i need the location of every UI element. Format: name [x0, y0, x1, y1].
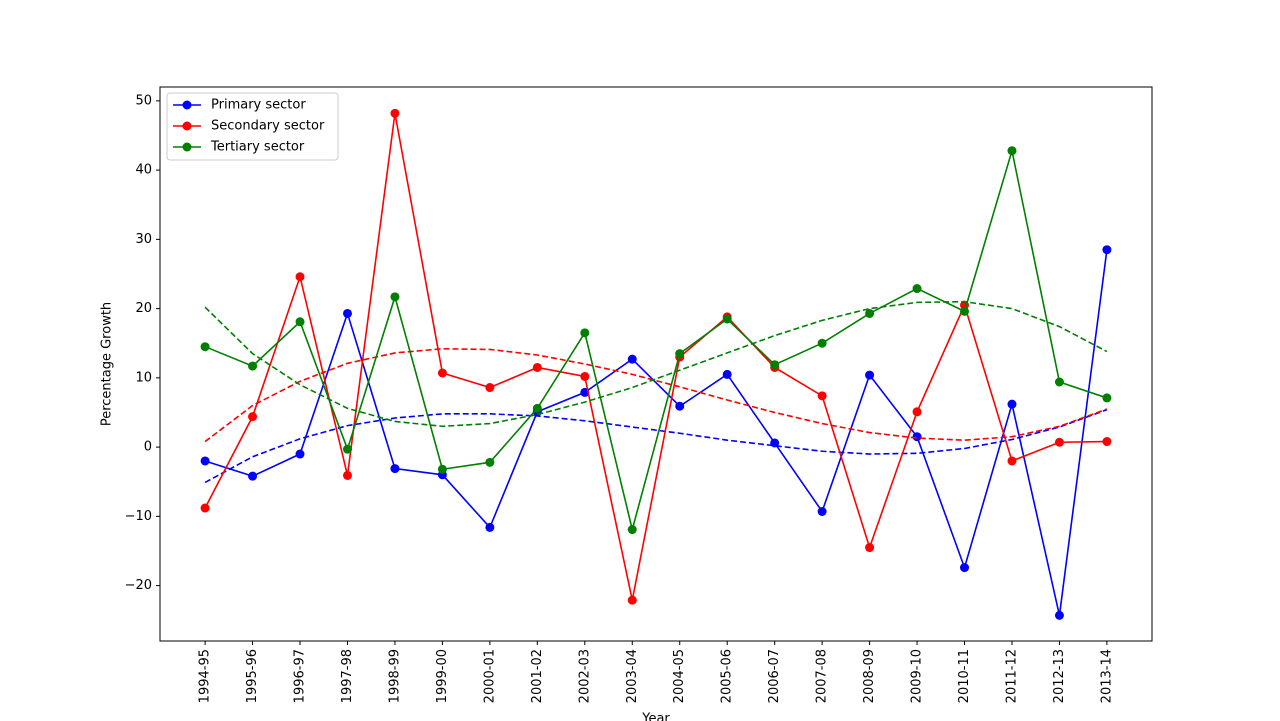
point [817, 338, 827, 348]
legend-label: Secondary sector [211, 119, 325, 134]
x-tick-label: 2008-09 [862, 649, 877, 703]
point [960, 563, 970, 573]
x-tick-label: 1997-98 [340, 649, 355, 703]
x-tick-label: 1999-00 [435, 649, 450, 703]
x-tick-label: 2001-02 [530, 649, 545, 703]
point [865, 370, 875, 380]
point [295, 317, 305, 327]
x-tick-label: 2002-03 [577, 649, 592, 703]
point [1054, 377, 1064, 387]
legend-marker [182, 121, 192, 131]
legend-box [166, 92, 339, 161]
y-tick-label: 10 [135, 370, 152, 385]
point [722, 369, 732, 379]
point [1007, 399, 1017, 409]
point [865, 543, 875, 553]
x-tick-label: 1998-99 [387, 649, 402, 703]
x-tick-label: 2012-13 [1052, 649, 1067, 703]
point [770, 438, 780, 448]
y-tick-label: 40 [135, 163, 152, 178]
point [532, 362, 542, 372]
point [437, 368, 447, 378]
x-axis-label: Year [641, 712, 670, 721]
point [485, 457, 495, 467]
plot-frame [159, 86, 1153, 642]
point [295, 449, 305, 459]
point [390, 464, 400, 474]
x-tick-label: 2000-01 [482, 649, 497, 703]
series-line [204, 150, 1108, 530]
point [675, 349, 685, 359]
point [627, 525, 637, 535]
point [485, 383, 495, 393]
point [342, 470, 352, 480]
legend-marker [182, 100, 192, 110]
point [342, 444, 352, 454]
point [817, 507, 827, 517]
point [1102, 437, 1112, 447]
y-tick-label: −10 [125, 509, 152, 524]
x-tick-label: 2006-07 [767, 649, 782, 703]
x-tick-label: 2003-04 [625, 649, 640, 703]
point [1007, 456, 1017, 466]
point [437, 464, 447, 474]
x-tick-label: 2007-08 [815, 649, 830, 703]
x-tick-label: 2013-14 [1099, 649, 1114, 703]
point [1007, 146, 1017, 156]
point [342, 308, 352, 318]
point [200, 503, 210, 513]
point [627, 354, 637, 364]
y-tick-label: 20 [135, 301, 152, 316]
legend-label: Tertiary sector [210, 140, 305, 155]
point [200, 456, 210, 466]
point [912, 432, 922, 442]
point [248, 412, 258, 422]
y-axis-label: Percentage Growth [100, 302, 115, 426]
legend-marker [182, 142, 192, 152]
x-tick-label: 1994-95 [198, 649, 213, 703]
point [248, 471, 258, 481]
x-tick-label: 2009-10 [910, 649, 925, 703]
point [580, 328, 590, 338]
point [912, 407, 922, 417]
point [390, 108, 400, 118]
point [627, 595, 637, 605]
point [200, 342, 210, 352]
point [580, 371, 590, 381]
point [675, 401, 685, 411]
point [1102, 245, 1112, 255]
point [770, 360, 780, 370]
point [912, 284, 922, 294]
trend-line [204, 347, 1108, 443]
x-tick-label: 1996-97 [293, 649, 308, 703]
point [532, 403, 542, 413]
x-tick-label: 2010-11 [957, 649, 972, 703]
point [817, 391, 827, 401]
point [295, 272, 305, 282]
legend-label: Primary sector [211, 98, 306, 113]
series-line [204, 249, 1108, 616]
point [485, 522, 495, 532]
x-tick-label: 2004-05 [672, 649, 687, 703]
point [865, 308, 875, 318]
point [1102, 393, 1112, 403]
y-tick-label: 30 [135, 232, 152, 247]
point [722, 314, 732, 324]
point [1054, 610, 1064, 620]
point [390, 292, 400, 302]
point [248, 361, 258, 371]
trend-line [204, 300, 1108, 428]
y-tick-label: 50 [135, 93, 152, 108]
x-tick-label: 2005-06 [720, 649, 735, 703]
series-line [204, 113, 1107, 601]
y-tick-label: 0 [144, 440, 152, 455]
point [1054, 437, 1064, 447]
point [960, 306, 970, 316]
y-tick-label: −20 [125, 578, 152, 593]
trend-line [204, 408, 1108, 484]
x-tick-label: 1995-96 [245, 649, 260, 703]
x-tick-label: 2011-12 [1004, 649, 1019, 703]
